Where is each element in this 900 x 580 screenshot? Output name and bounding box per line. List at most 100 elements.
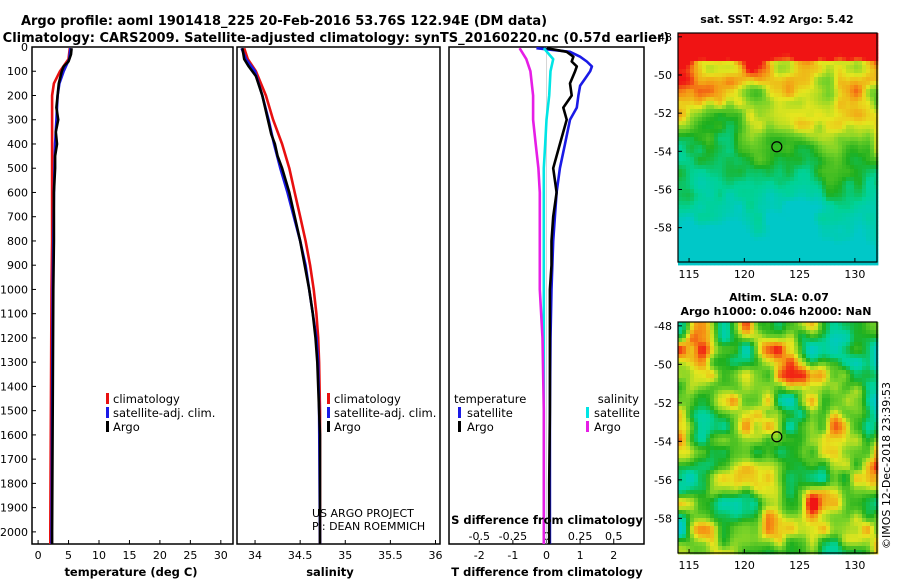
- map-cell: [686, 93, 691, 98]
- map-cell: [722, 378, 727, 383]
- map-cell: [802, 165, 807, 170]
- map-cell: [702, 149, 707, 154]
- map-cell: [770, 354, 775, 359]
- map-cell: [718, 253, 723, 258]
- map-cell: [830, 418, 835, 423]
- map-cell: [810, 370, 815, 375]
- map-cell: [814, 354, 819, 359]
- map-cell: [874, 330, 879, 335]
- map-cell: [782, 177, 787, 182]
- map-cell: [874, 462, 879, 467]
- map-cell: [874, 350, 879, 355]
- map-cell: [834, 57, 839, 62]
- map-cell: [798, 125, 803, 130]
- map-cell: [794, 245, 799, 250]
- map-cell: [710, 330, 715, 335]
- map-cell: [806, 450, 811, 455]
- map-cell: [850, 49, 855, 54]
- map-cell: [790, 125, 795, 130]
- map-cell: [698, 334, 703, 339]
- map-cell: [814, 129, 819, 134]
- map-cell: [706, 362, 711, 367]
- map-cell: [758, 181, 763, 186]
- map-cell: [802, 350, 807, 355]
- map-cell: [790, 358, 795, 363]
- map-cell: [790, 370, 795, 375]
- map-cell: [802, 189, 807, 194]
- map-cell: [750, 133, 755, 138]
- map-cell: [854, 57, 859, 62]
- map-cell: [718, 454, 723, 459]
- map-cell: [846, 342, 851, 347]
- map-cell: [690, 338, 695, 343]
- map-cell: [770, 197, 775, 202]
- map-cell: [850, 109, 855, 114]
- map-cell: [750, 197, 755, 202]
- map-cell: [806, 169, 811, 174]
- map-cell: [830, 330, 835, 335]
- map-cell: [774, 350, 779, 355]
- map-cell: [702, 466, 707, 471]
- map-cell: [702, 209, 707, 214]
- map-cell: [706, 137, 711, 142]
- map-cell: [774, 209, 779, 214]
- map-cell: [866, 438, 871, 443]
- map-cell: [690, 181, 695, 186]
- map-cell: [718, 45, 723, 50]
- map-cell: [838, 181, 843, 186]
- map-cell: [714, 205, 719, 210]
- map-cell: [874, 225, 879, 230]
- map-cell: [794, 189, 799, 194]
- map-cell: [806, 181, 811, 186]
- map-cell: [826, 157, 831, 162]
- map-cell: [866, 189, 871, 194]
- map-cell: [722, 237, 727, 242]
- map-cell: [750, 49, 755, 54]
- map-cell: [690, 105, 695, 110]
- map-cell: [802, 358, 807, 363]
- map-cell: [786, 185, 791, 190]
- map-cell: [754, 386, 759, 391]
- map-cell: [818, 253, 823, 258]
- map-cell: [774, 133, 779, 138]
- map-cell: [866, 418, 871, 423]
- map-cell: [786, 97, 791, 102]
- map-cell: [754, 426, 759, 431]
- map-cell: [698, 374, 703, 379]
- map-cell: [706, 73, 711, 78]
- map-cell: [778, 157, 783, 162]
- map-cell: [838, 201, 843, 206]
- map-cell: [854, 45, 859, 50]
- map-cell: [686, 446, 691, 451]
- map-cell: [782, 410, 787, 415]
- map-cell: [686, 334, 691, 339]
- map-cell: [750, 57, 755, 62]
- map-cell: [818, 41, 823, 46]
- map-cell: [822, 101, 827, 106]
- map-cell: [710, 386, 715, 391]
- map-cell: [854, 410, 859, 415]
- map-cell: [826, 85, 831, 90]
- map-cell: [862, 326, 867, 331]
- map-cell: [718, 121, 723, 126]
- map-cell: [706, 474, 711, 479]
- map-cell: [802, 73, 807, 78]
- map-cell: [858, 434, 863, 439]
- temperature-legend: climatology satellite-adj. clim. Argo: [106, 392, 215, 434]
- map-cell: [830, 370, 835, 375]
- map-cell: [690, 173, 695, 178]
- map-cell: [818, 229, 823, 234]
- map-cell: [690, 378, 695, 383]
- map-cell: [782, 49, 787, 54]
- legend-label-climatology: climatology: [113, 392, 180, 406]
- map-cell: [774, 346, 779, 351]
- map-cell: [858, 346, 863, 351]
- map-cell: [746, 41, 751, 46]
- figure-title-line1: Argo profile: aoml 1901418_225 20-Feb-20…: [21, 14, 547, 29]
- map-cell: [694, 334, 699, 339]
- map-cell: [838, 394, 843, 399]
- map-cell: [682, 185, 687, 190]
- map-cell: [690, 418, 695, 423]
- map-cell: [798, 169, 803, 174]
- map-cell: [730, 65, 735, 70]
